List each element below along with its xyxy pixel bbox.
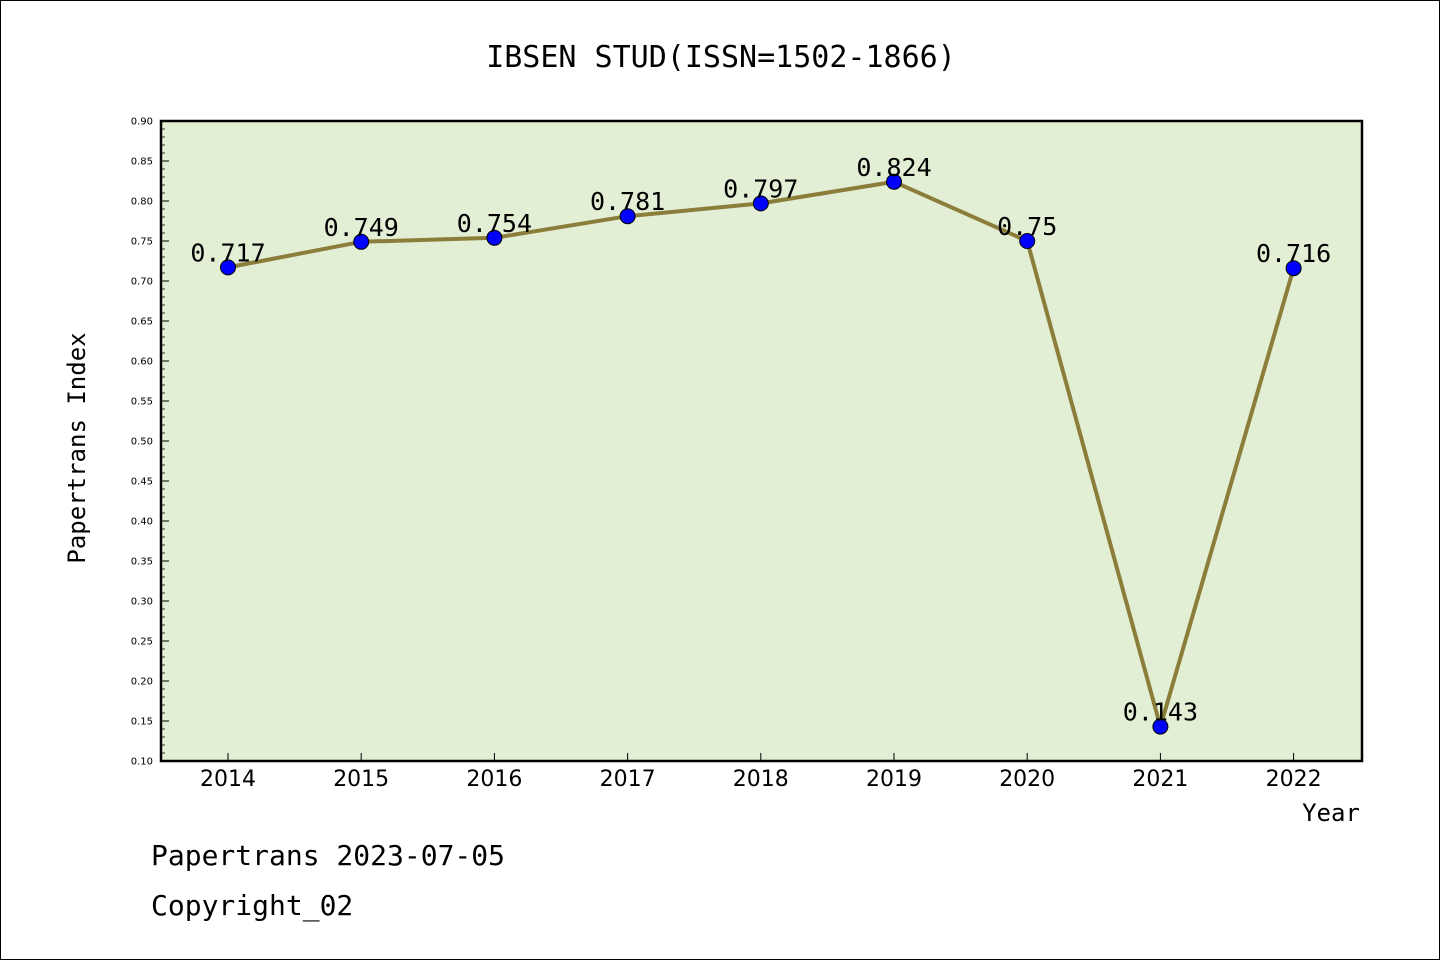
data-point xyxy=(486,229,503,246)
x-tick-label: 2016 xyxy=(466,767,522,792)
x-tick-label: 2019 xyxy=(866,767,922,792)
x-tick-label: 2017 xyxy=(600,767,656,792)
y-tick-label: 0.60 xyxy=(131,357,153,368)
data-point xyxy=(1285,260,1302,277)
data-label: 0.716 xyxy=(1256,239,1331,268)
data-label: 0.781 xyxy=(590,187,665,216)
x-tick-label: 2020 xyxy=(999,767,1055,792)
x-tick-label: 2021 xyxy=(1132,767,1188,792)
y-tick-label: 0.30 xyxy=(131,597,153,608)
series-layer: 0.717 0.749 0.754 0.781 0.797 0.824 0.75 0.143 0… xyxy=(190,153,1331,735)
plot-border xyxy=(159,119,1364,763)
y-axis-label: Papertrans Index xyxy=(63,332,91,563)
data-label: 0.797 xyxy=(723,174,798,203)
x-tick-label: 2014 xyxy=(200,767,256,792)
x-tick-label: 2018 xyxy=(733,767,789,792)
chart-title: IBSEN STUD(ISSN=1502-1866) xyxy=(486,40,956,75)
y-tick-label: 0.25 xyxy=(131,637,153,648)
data-label: 0.824 xyxy=(856,153,931,182)
y-tick-label: 0.15 xyxy=(131,717,153,728)
y-tick-label: 0.50 xyxy=(131,437,153,448)
data-point xyxy=(1019,233,1036,249)
y-tick-label: 0.35 xyxy=(131,557,153,568)
data-point xyxy=(619,208,636,225)
y-tick-label: 0.10 xyxy=(131,757,153,768)
y-tick-label: 0.85 xyxy=(131,157,153,168)
x-tick-label: 2022 xyxy=(1266,767,1322,792)
y-axis-ticks: 0.10 0.15 0.20 0.25 0.30 0.35 0.40 0.45 0.50 0.55… xyxy=(131,117,169,768)
data-point xyxy=(353,233,370,250)
data-label: 0.75 xyxy=(997,212,1057,241)
data-point xyxy=(752,195,769,212)
y-tick-label: 0.70 xyxy=(131,277,153,288)
x-tick-label: 2015 xyxy=(333,767,389,792)
y-tick-label: 0.40 xyxy=(131,517,153,528)
footer-copyright: Copyright_02 xyxy=(151,889,353,923)
data-point xyxy=(886,173,902,190)
data-label: 0.754 xyxy=(457,209,532,238)
y-tick-label: 0.65 xyxy=(131,317,153,328)
plot-area xyxy=(161,121,1362,761)
data-label: 0.717 xyxy=(190,238,265,267)
y-tick-label: 0.20 xyxy=(131,677,153,688)
data-point xyxy=(1152,718,1169,735)
y-tick-label: 0.90 xyxy=(131,117,153,128)
y-tick-label: 0.45 xyxy=(131,477,153,488)
x-axis-ticks: 2014 2015 2016 2017 2018 2019 2020 2021 2022 xyxy=(200,753,1322,792)
footer-date: Papertrans 2023-07-05 xyxy=(151,839,505,872)
y-tick-label: 0.80 xyxy=(131,197,153,208)
y-tick-label: 0.55 xyxy=(131,397,153,408)
y-tick-label: 0.75 xyxy=(131,237,153,248)
x-axis-label: Year xyxy=(1302,799,1360,827)
data-point xyxy=(220,259,236,276)
data-label: 0.749 xyxy=(324,213,399,242)
data-label: 0.143 xyxy=(1123,698,1198,727)
